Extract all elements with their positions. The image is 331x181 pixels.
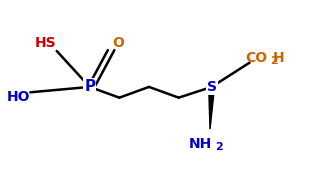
Text: H: H	[273, 51, 284, 65]
Polygon shape	[209, 87, 214, 129]
Text: NH: NH	[188, 137, 212, 151]
Text: O: O	[112, 36, 124, 50]
Text: 2: 2	[215, 142, 223, 152]
Text: P: P	[84, 79, 95, 94]
Text: HS: HS	[34, 36, 56, 50]
Text: CO: CO	[245, 51, 267, 65]
Text: 2: 2	[270, 56, 277, 66]
Text: HO: HO	[7, 90, 30, 104]
Text: S: S	[207, 80, 217, 94]
